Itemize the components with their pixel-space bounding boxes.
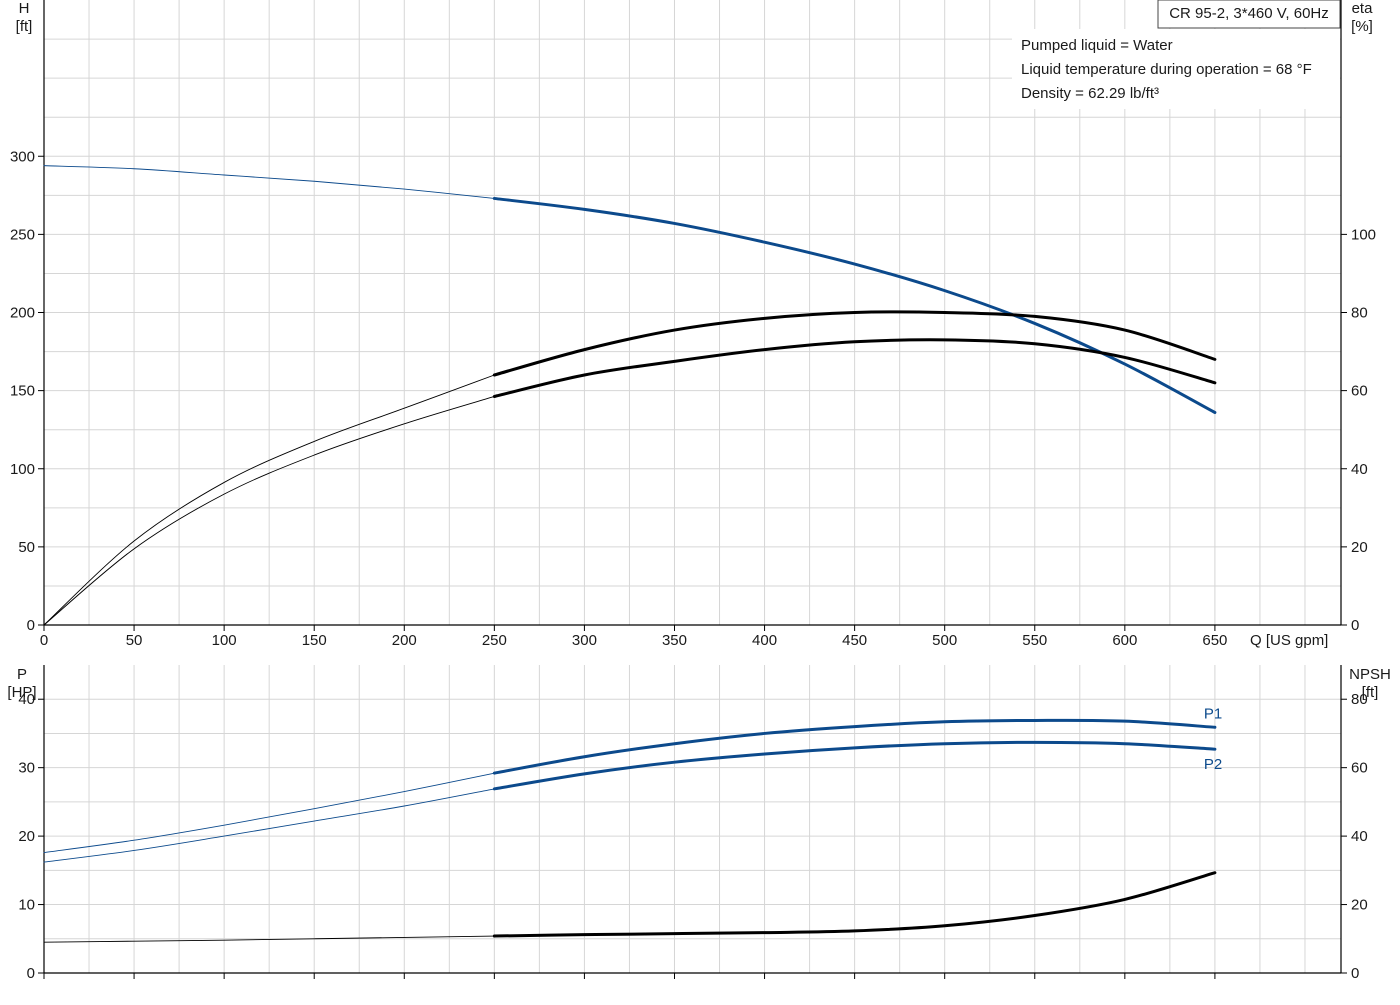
bottom-ytick-left-label: 40 [18,691,35,708]
x-tick-label: 650 [1202,632,1227,649]
x-tick-label: 300 [572,632,597,649]
info-line: Pumped liquid = Water [1021,37,1173,54]
top-ytick-left-label: 100 [10,461,35,478]
top-series-1-curve [492,310,1217,377]
x-tick-label: 100 [212,632,237,649]
x-tick-label: 450 [842,632,867,649]
top-left-axis-label: H [19,0,30,17]
top-ytick-left-label: 200 [10,305,35,322]
bottom-series-p1-curve [492,718,1217,775]
x-tick-label: 250 [482,632,507,649]
top-ytick-right-label: 80 [1351,305,1368,322]
bottom-series-p2-curve [492,740,1217,791]
chart-title: CR 95-2, 3*460 V, 60Hz [1169,5,1329,22]
bottom-ytick-left-label: 10 [18,897,35,914]
bottom-ytick-right-label: 40 [1351,828,1368,845]
info-line: Liquid temperature during operation = 68… [1021,61,1312,78]
top-series-0-curve-thin [43,165,495,199]
bottom-left-axis-unit: [HP] [7,684,36,701]
bottom-series-2-curve [492,871,1217,938]
bottom-ytick-right-label: 80 [1351,691,1368,708]
x-tick-label: 600 [1112,632,1137,649]
top-ytick-right-label: 60 [1351,383,1368,400]
bottom-series-2-curve-thin [43,935,495,943]
x-tick-label: 550 [1022,632,1047,649]
x-tick-label: 200 [392,632,417,649]
top-right-axis-unit: [%] [1351,18,1373,35]
bottom-series-p1-curve-thin [43,772,495,853]
top-ytick-right-label: 20 [1351,539,1368,556]
title-box [1157,0,1341,29]
bottom-right-axis-unit: [ft] [1362,684,1379,701]
top-ytick-right-label: 0 [1351,617,1359,634]
top-ytick-right-label: 40 [1351,461,1368,478]
bottom-ytick-right-label: 20 [1351,897,1368,914]
top-right-axis-label: eta [1352,0,1374,17]
top-series-2-curve [492,338,1217,398]
x-tick-label: 150 [302,632,327,649]
bottom-left-axis-label: P [17,666,27,683]
x-tick-label: 0 [40,632,48,649]
top-ytick-left-label: 250 [10,226,35,243]
bottom-ytick-left-label: 0 [27,965,35,982]
info-line: Density = 62.29 lb/ft³ [1021,85,1159,102]
info-box [1012,29,1340,109]
bottom-series-p1-label: P1 [1204,705,1222,722]
bottom-ytick-right-label: 0 [1351,965,1359,982]
top-left-axis-unit: [ft] [16,18,33,35]
top-ytick-left-label: 50 [18,539,35,556]
x-axis-label: Q [US gpm] [1250,632,1328,649]
top-ytick-left-label: 0 [27,617,35,634]
bottom-right-axis-label: NPSH [1349,666,1391,683]
top-series-2-curve-thin [43,396,495,626]
bottom-ytick-left-label: 20 [18,828,35,845]
top-ytick-left-label: 150 [10,383,35,400]
x-tick-label: 500 [932,632,957,649]
bottom-ytick-right-label: 60 [1351,760,1368,777]
top-ytick-right-label: 100 [1351,226,1376,243]
x-tick-label: 350 [662,632,687,649]
x-tick-label: 50 [126,632,143,649]
top-ytick-left-label: 300 [10,148,35,165]
bottom-series-p2-curve-thin [43,788,495,863]
x-tick-label: 400 [752,632,777,649]
bottom-series-p2-label: P2 [1204,756,1222,773]
bottom-ytick-left-label: 30 [18,760,35,777]
top-series-1-curve-thin [43,374,495,626]
